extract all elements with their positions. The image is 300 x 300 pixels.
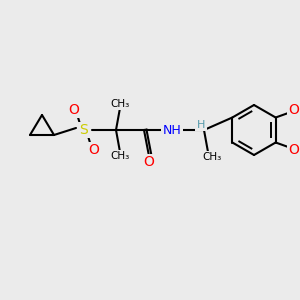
Text: O: O (288, 103, 299, 116)
Text: O: O (69, 103, 80, 117)
Text: O: O (88, 143, 99, 157)
Text: CH₃: CH₃ (202, 152, 222, 162)
Text: H: H (197, 120, 205, 130)
Text: O: O (288, 143, 299, 158)
Text: NH: NH (163, 124, 182, 136)
Text: S: S (80, 123, 88, 137)
Text: CH₃: CH₃ (110, 151, 130, 161)
Text: CH₃: CH₃ (110, 99, 130, 109)
Text: O: O (144, 155, 154, 169)
